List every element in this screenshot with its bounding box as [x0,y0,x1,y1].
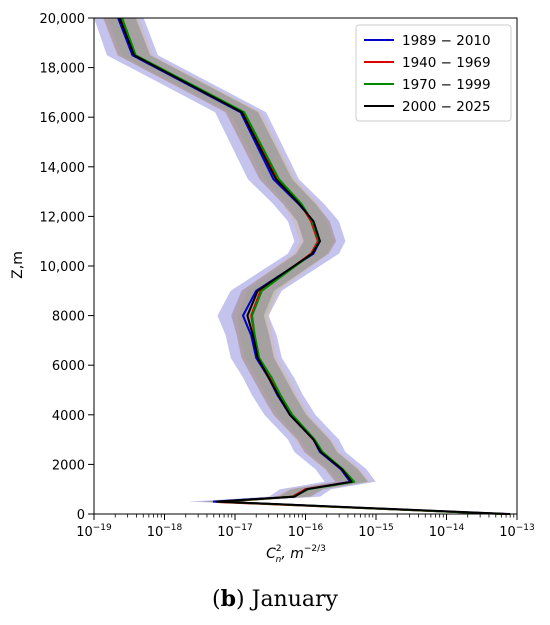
x-tick-label: 10−18 [147,523,183,540]
x-tick-label: 10−17 [217,523,253,540]
caption-panel-letter: b [221,586,236,612]
legend: 1989 − 2010 1940 − 1969 1970 − 1999 2000 − … [355,24,512,122]
y-tick-label: 18,000 [40,62,86,77]
y-tick-label: 8000 [52,310,85,325]
x-axis-label-symbol: C [266,546,276,562]
legend-box [355,24,512,122]
caption-month: January [245,587,339,612]
y-tick-label: 6000 [52,359,85,374]
x-axis-ticks: 10−19 10−18 10−17 10−16 10−15 10−14 10−13 [76,514,535,540]
band-1 [94,18,517,514]
band-2 [102,18,518,514]
series-line-4 [118,17,511,515]
x-axis-label-unit-sup: −2/3 [304,544,326,554]
x-axis-label: C2 n, m−2/3 [266,544,326,565]
y-tick-label: 4000 [52,409,85,424]
y-tick-label: 2000 [52,458,85,473]
x-tick-label: 10−13 [499,523,535,540]
x-tick-label: 10−15 [358,523,394,540]
y-tick-label: 0 [77,508,85,523]
y-tick-label: 12,000 [40,210,86,225]
x-axis-label-sub: n [276,555,282,565]
caption-open-paren: ( [212,587,221,612]
series-lines [117,17,511,515]
legend-label: 1989 − 2010 [402,33,491,49]
legend-label: 2000 − 2025 [402,99,491,115]
x-tick-label: 10−16 [288,523,324,540]
spread-bands [94,18,518,514]
caption-close-paren: ) [236,587,245,612]
legend-label: 1970 − 1999 [402,77,491,93]
x-tick-label: 10−14 [429,523,465,540]
figure-caption: (b) January [212,586,338,612]
band-3 [107,18,516,514]
y-tick-label: 16,000 [40,111,86,126]
band-4 [103,18,518,514]
y-axis-label: Z,m [10,251,26,279]
legend-label: 1940 − 1969 [402,55,491,71]
y-tick-label: 20,000 [40,12,86,27]
x-axis-label-sup: 2 [276,544,282,554]
y-tick-label: 14,000 [40,161,86,176]
x-tick-label: 10−19 [76,523,112,540]
y-axis-ticks: 0 2000 4000 6000 8000 10,000 12,000 14,000 16,00… [40,12,94,523]
y-tick-label: 10,000 [40,260,86,275]
x-axis-label-unit: , m [281,546,304,562]
